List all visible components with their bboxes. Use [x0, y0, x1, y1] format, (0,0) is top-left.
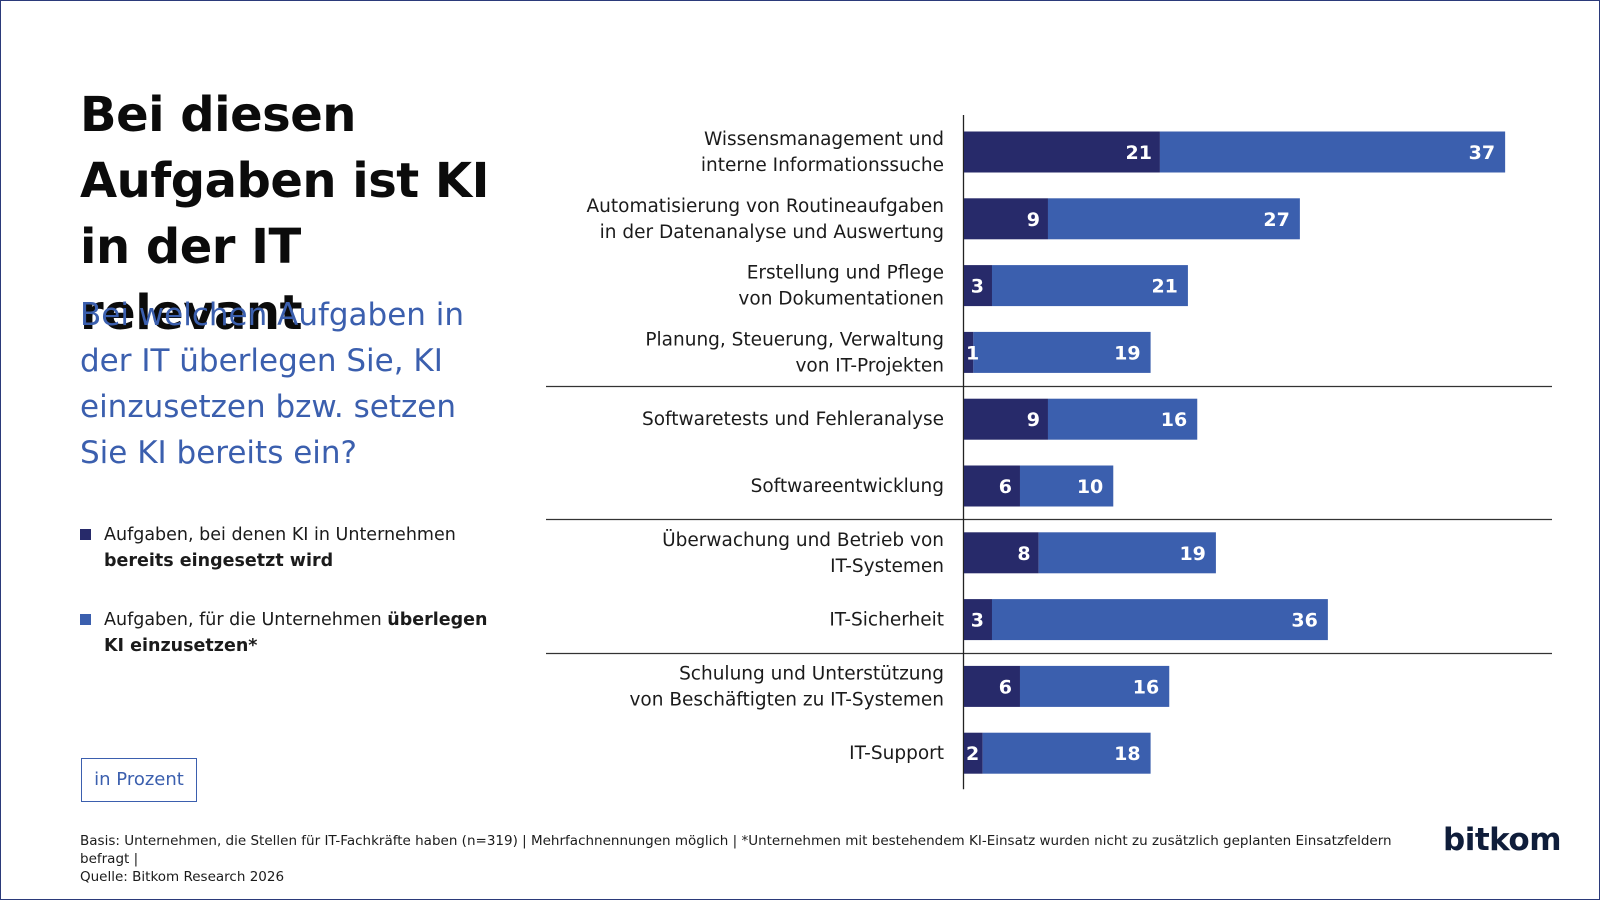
value-label-already-used: 9 — [1027, 409, 1040, 431]
bar-already-used — [964, 465, 1020, 507]
value-label-considering: 18 — [1114, 743, 1140, 765]
bar-considering — [973, 331, 1151, 373]
page-title: Bei diesen Aufgaben ist KI in der IT rel… — [80, 82, 520, 346]
bar-already-used — [964, 665, 1020, 707]
value-label-already-used: 1 — [966, 342, 979, 364]
bar-already-used — [964, 398, 1048, 440]
value-label-already-used: 8 — [1017, 543, 1030, 565]
category-label: Wissensmanagement und — [704, 129, 944, 150]
bar-considering — [991, 265, 1188, 307]
category-label: Softwaretests und Fehleranalyse — [642, 409, 944, 430]
category-label: IT-Sicherheit — [829, 610, 944, 631]
bar-already-used — [964, 331, 974, 373]
legend-item-considering: Aufgaben, für die Unternehmen überlegen … — [80, 607, 500, 659]
bar-already-used — [964, 532, 1039, 574]
footer-basis: Basis: Unternehmen, die Stellen für IT-F… — [80, 833, 1392, 867]
legend-text: Aufgaben, für die Unternehmen — [104, 610, 388, 630]
value-label-already-used: 3 — [971, 276, 984, 298]
unit-label-box: in Prozent — [81, 758, 197, 802]
value-label-already-used: 6 — [999, 676, 1012, 698]
value-label-considering: 16 — [1133, 676, 1159, 698]
value-label-already-used: 6 — [999, 476, 1012, 498]
value-label-considering: 19 — [1114, 342, 1140, 364]
category-label: von Dokumentationen — [738, 289, 944, 310]
bar-already-used — [964, 265, 992, 307]
value-label-considering: 21 — [1151, 276, 1177, 298]
title-line: Aufgaben ist KI — [80, 153, 489, 209]
value-label-considering: 16 — [1161, 409, 1187, 431]
category-label: Softwareentwicklung — [751, 476, 944, 497]
value-label-considering: 10 — [1077, 476, 1103, 498]
category-label: IT-Support — [849, 743, 944, 764]
bar-considering — [1047, 398, 1198, 440]
value-label-already-used: 2 — [966, 743, 979, 765]
value-label-considering: 36 — [1291, 610, 1317, 632]
bar-already-used — [964, 131, 1160, 173]
category-label: von IT-Projekten — [795, 355, 944, 376]
bar-already-used — [964, 732, 983, 774]
category-label: interne Informationssuche — [701, 155, 944, 176]
bar-considering — [1047, 198, 1300, 240]
bar-considering — [991, 599, 1328, 641]
bar-already-used — [964, 599, 992, 641]
category-label: Überwachung und Betrieb von — [662, 529, 944, 551]
category-label: Automatisierung von Routineaufgaben — [587, 196, 945, 217]
category-label: in der Datenanalyse und Auswertung — [600, 222, 944, 243]
bar-considering — [1019, 465, 1114, 507]
legend-text-bold: überlegen KI einzusetzen* — [104, 610, 488, 656]
bar-already-used — [964, 198, 1048, 240]
category-label: Erstellung und Pflege — [747, 263, 944, 284]
bar-considering — [1019, 665, 1170, 707]
value-label-already-used: 9 — [1027, 209, 1040, 231]
legend-text: Aufgaben, bei denen KI in Unternehmen — [104, 525, 456, 545]
title-line: in der IT relevant — [80, 219, 303, 341]
title-line: Bei diesen — [80, 87, 356, 143]
page-subtitle: Bei welchen Aufgaben in der IT überlegen… — [80, 297, 465, 471]
category-label: von Beschäftigten zu IT-Systemen — [629, 689, 944, 710]
value-label-already-used: 3 — [971, 610, 984, 632]
legend-swatch-light — [80, 614, 91, 625]
value-label-considering: 19 — [1179, 543, 1205, 565]
category-label: Planung, Steuerung, Verwaltung — [645, 329, 944, 350]
value-label-already-used: 21 — [1125, 142, 1151, 164]
value-label-considering: 27 — [1263, 209, 1289, 231]
category-label: Schulung und Unterstützung — [679, 663, 944, 684]
legend-swatch-dark — [80, 529, 91, 540]
legend-text-bold: bereits eingesetzt wird — [104, 551, 334, 571]
value-label-considering: 37 — [1469, 142, 1495, 164]
bar-considering — [982, 732, 1151, 774]
legend-item-already-used: Aufgaben, bei denen KI in Unternehmen be… — [80, 522, 500, 574]
bar-considering — [1038, 532, 1216, 574]
bar-considering — [1159, 131, 1506, 173]
category-label: IT-Systemen — [830, 556, 944, 577]
bitkom-logo: bitkom — [1443, 822, 1562, 858]
footer-note: Basis: Unternehmen, die Stellen für IT-F… — [80, 832, 1420, 886]
footer-source: Quelle: Bitkom Research 2026 — [80, 869, 285, 885]
